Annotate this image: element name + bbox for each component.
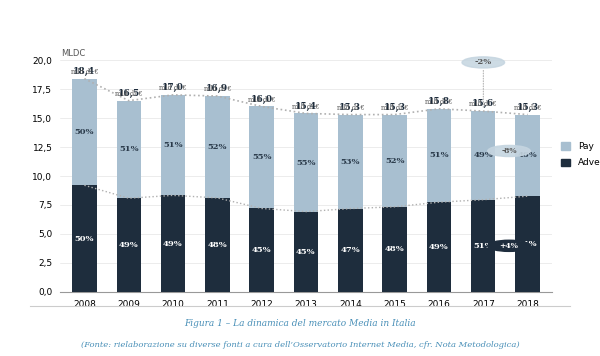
Bar <box>338 115 362 209</box>
Text: 49%: 49% <box>473 151 493 159</box>
Text: mld di €: mld di € <box>425 89 453 106</box>
Text: 49%: 49% <box>119 241 139 249</box>
Text: mld di €: mld di € <box>115 80 143 98</box>
Text: (Fonte: rielaborazione su diverse fonti a cura dell’Osservatorio Internet Media,: (Fonte: rielaborazione su diverse fonti … <box>80 341 520 349</box>
Text: 46%: 46% <box>518 151 538 159</box>
Text: 55%: 55% <box>252 153 271 162</box>
Text: 50%: 50% <box>74 128 94 136</box>
Bar <box>250 209 274 292</box>
Text: 51%: 51% <box>119 146 139 153</box>
Legend: Pay, Advertising: Pay, Advertising <box>562 142 600 167</box>
Bar <box>161 195 185 292</box>
Text: 45%: 45% <box>252 246 271 254</box>
Bar <box>116 101 141 198</box>
Text: 53%: 53% <box>341 158 360 166</box>
Text: 47%: 47% <box>340 246 360 254</box>
Bar <box>427 109 451 202</box>
Text: 15,8: 15,8 <box>428 97 450 106</box>
Bar <box>338 209 362 292</box>
Text: -8%: -8% <box>501 147 517 155</box>
Bar <box>471 200 496 292</box>
Text: mld di €: mld di € <box>337 94 364 112</box>
Bar <box>294 211 318 292</box>
Bar <box>515 115 540 196</box>
Text: 45%: 45% <box>296 248 316 256</box>
Bar <box>116 198 141 292</box>
Text: 52%: 52% <box>385 157 404 165</box>
Text: mld di €: mld di € <box>292 93 320 110</box>
Bar <box>161 95 185 195</box>
Bar <box>72 79 97 185</box>
Text: mld di €: mld di € <box>203 76 231 93</box>
Text: 49%: 49% <box>163 240 183 248</box>
Text: 16,0: 16,0 <box>251 95 272 104</box>
Text: 16,5: 16,5 <box>118 89 140 98</box>
Text: 15,3: 15,3 <box>383 103 406 112</box>
Text: 15,4: 15,4 <box>295 101 317 110</box>
Text: 48%: 48% <box>385 245 404 253</box>
Bar <box>294 114 318 211</box>
Text: 16,9: 16,9 <box>206 84 229 93</box>
Text: 54%: 54% <box>518 240 538 248</box>
Text: -2%: -2% <box>475 58 492 67</box>
Text: 50%: 50% <box>74 235 94 242</box>
Text: mld di €: mld di € <box>469 91 497 108</box>
Text: 55%: 55% <box>296 158 316 167</box>
Text: 15,3: 15,3 <box>517 103 539 112</box>
Bar <box>250 106 274 209</box>
Bar <box>205 96 230 198</box>
Bar <box>471 111 496 200</box>
Text: 51%: 51% <box>163 141 183 149</box>
Text: mld di €: mld di € <box>381 94 409 112</box>
Text: MLDC: MLDC <box>61 48 86 58</box>
Bar <box>515 196 540 292</box>
Text: 18,4: 18,4 <box>73 67 95 76</box>
Text: mld di €: mld di € <box>248 87 275 104</box>
Bar <box>205 198 230 292</box>
Text: mld di €: mld di € <box>514 94 541 112</box>
Text: mld di €: mld di € <box>71 58 98 76</box>
Bar <box>382 207 407 292</box>
Bar <box>427 202 451 292</box>
Text: 51%: 51% <box>473 242 493 250</box>
Text: 15,6: 15,6 <box>472 99 494 108</box>
Text: +4%: +4% <box>500 242 518 250</box>
Text: 52%: 52% <box>208 143 227 151</box>
Bar <box>382 115 407 207</box>
Circle shape <box>488 145 530 157</box>
Text: 49%: 49% <box>429 243 449 251</box>
Text: 48%: 48% <box>208 241 227 249</box>
Circle shape <box>488 240 530 251</box>
Bar <box>72 185 97 292</box>
Circle shape <box>462 57 505 68</box>
Text: mld di €: mld di € <box>159 75 187 92</box>
Text: 51%: 51% <box>429 152 449 159</box>
Text: 17,0: 17,0 <box>162 83 184 92</box>
Text: Figura 1 – La dinamica del mercato Media in Italia: Figura 1 – La dinamica del mercato Media… <box>184 319 416 329</box>
Text: 15,3: 15,3 <box>339 103 361 112</box>
